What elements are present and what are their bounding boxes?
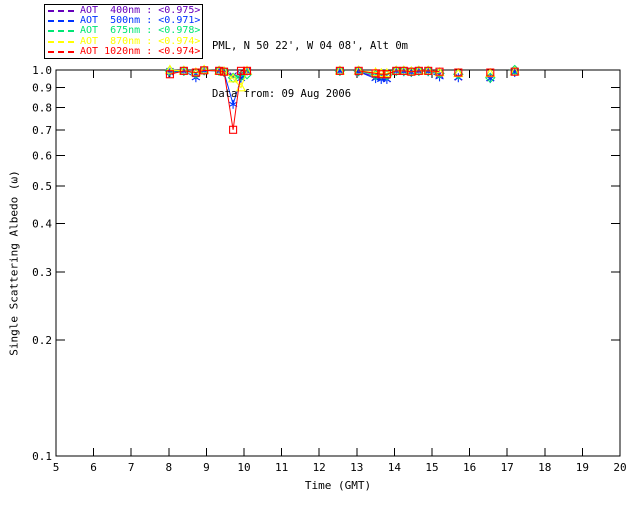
legend-line-sample-870nm [48,40,75,43]
x-tick-label: 17 [501,461,514,474]
x-axis-tick-labels: 5 6 7 8 9 10 11 12 13 14 15 16 17 18 19 20 [53,461,627,474]
y-tick-label: 0.6 [32,150,52,163]
y-tick-label: 0.1 [32,450,52,463]
legend-line-sample-675nm [48,30,75,33]
x-tick-label: 12 [313,461,326,474]
legend-item-500nm: AOT 500nm : <0.971> [48,15,201,27]
legend-item-675nm: AOT 675nm : <0.978> [48,25,201,37]
x-tick-label: 13 [350,461,363,474]
y-tick-label: 0.2 [32,334,52,347]
y-tick-label: 0.9 [32,82,52,95]
legend-line-sample-1020nm [48,50,75,53]
x-tick-label: 20 [613,461,626,474]
x-tick-label: 14 [388,461,402,474]
legend-label-500nm: AOT 500nm : <0.971> [80,15,201,27]
x-tick-label: 7 [128,461,135,474]
y-tick-label: 1.0 [32,64,52,77]
x-axis-title: Time (GMT) [304,479,372,492]
x-tick-label: 11 [275,461,288,474]
y-tick-label: 0.5 [32,180,52,193]
y-tick-label: 0.3 [32,266,52,279]
data-date: Data from: 09 Aug 2006 [212,88,352,100]
legend-item-1020nm: AOT 1020nm : <0.974> [48,45,201,57]
x-tick-label: 19 [576,461,589,474]
x-tick-label: 9 [203,461,210,474]
legend-label-870nm: AOT 870nm : <0.974> [80,35,201,47]
legend-label-400nm: AOT 400nm : <0.975> [80,5,201,17]
x-tick-label: 5 [53,461,60,474]
x-tick-label: 8 [165,461,172,474]
site-location: PML, N 50 22', W 04 08', Alt 0m [212,40,408,52]
legend-item-870nm: AOT 870nm : <0.974> [48,35,201,47]
legend-line-sample-500nm [48,20,75,23]
x-tick-label: 10 [237,461,250,474]
y-axis-tick-labels: 1.0 0.9 0.8 0.7 0.6 0.5 0.4 0.3 0.2 0.1 [32,64,52,463]
site-header: PML, N 50 22', W 04 08', Alt 0m Data fro… [212,6,408,134]
legend: AOT 400nm : <0.975> AOT 500nm : <0.971> … [44,4,203,59]
y-axis-title: Single Scattering Albedo (ω) [7,170,21,356]
x-tick-label: 6 [90,461,97,474]
legend-line-sample-400nm [48,10,75,13]
series-aot-1020nm [165,66,519,134]
y-axis-ticks [56,69,620,457]
y-tick-label: 0.8 [32,101,52,114]
y-tick-label: 0.7 [32,124,52,137]
legend-label-1020nm: AOT 1020nm : <0.974> [80,45,201,57]
x-tick-label: 15 [425,461,438,474]
y-tick-label: 0.4 [32,218,52,231]
x-tick-label: 18 [538,461,551,474]
legend-label-675nm: AOT 675nm : <0.978> [80,25,201,37]
x-tick-label: 16 [463,461,476,474]
legend-item-400nm: AOT 400nm : <0.975> [48,5,201,17]
